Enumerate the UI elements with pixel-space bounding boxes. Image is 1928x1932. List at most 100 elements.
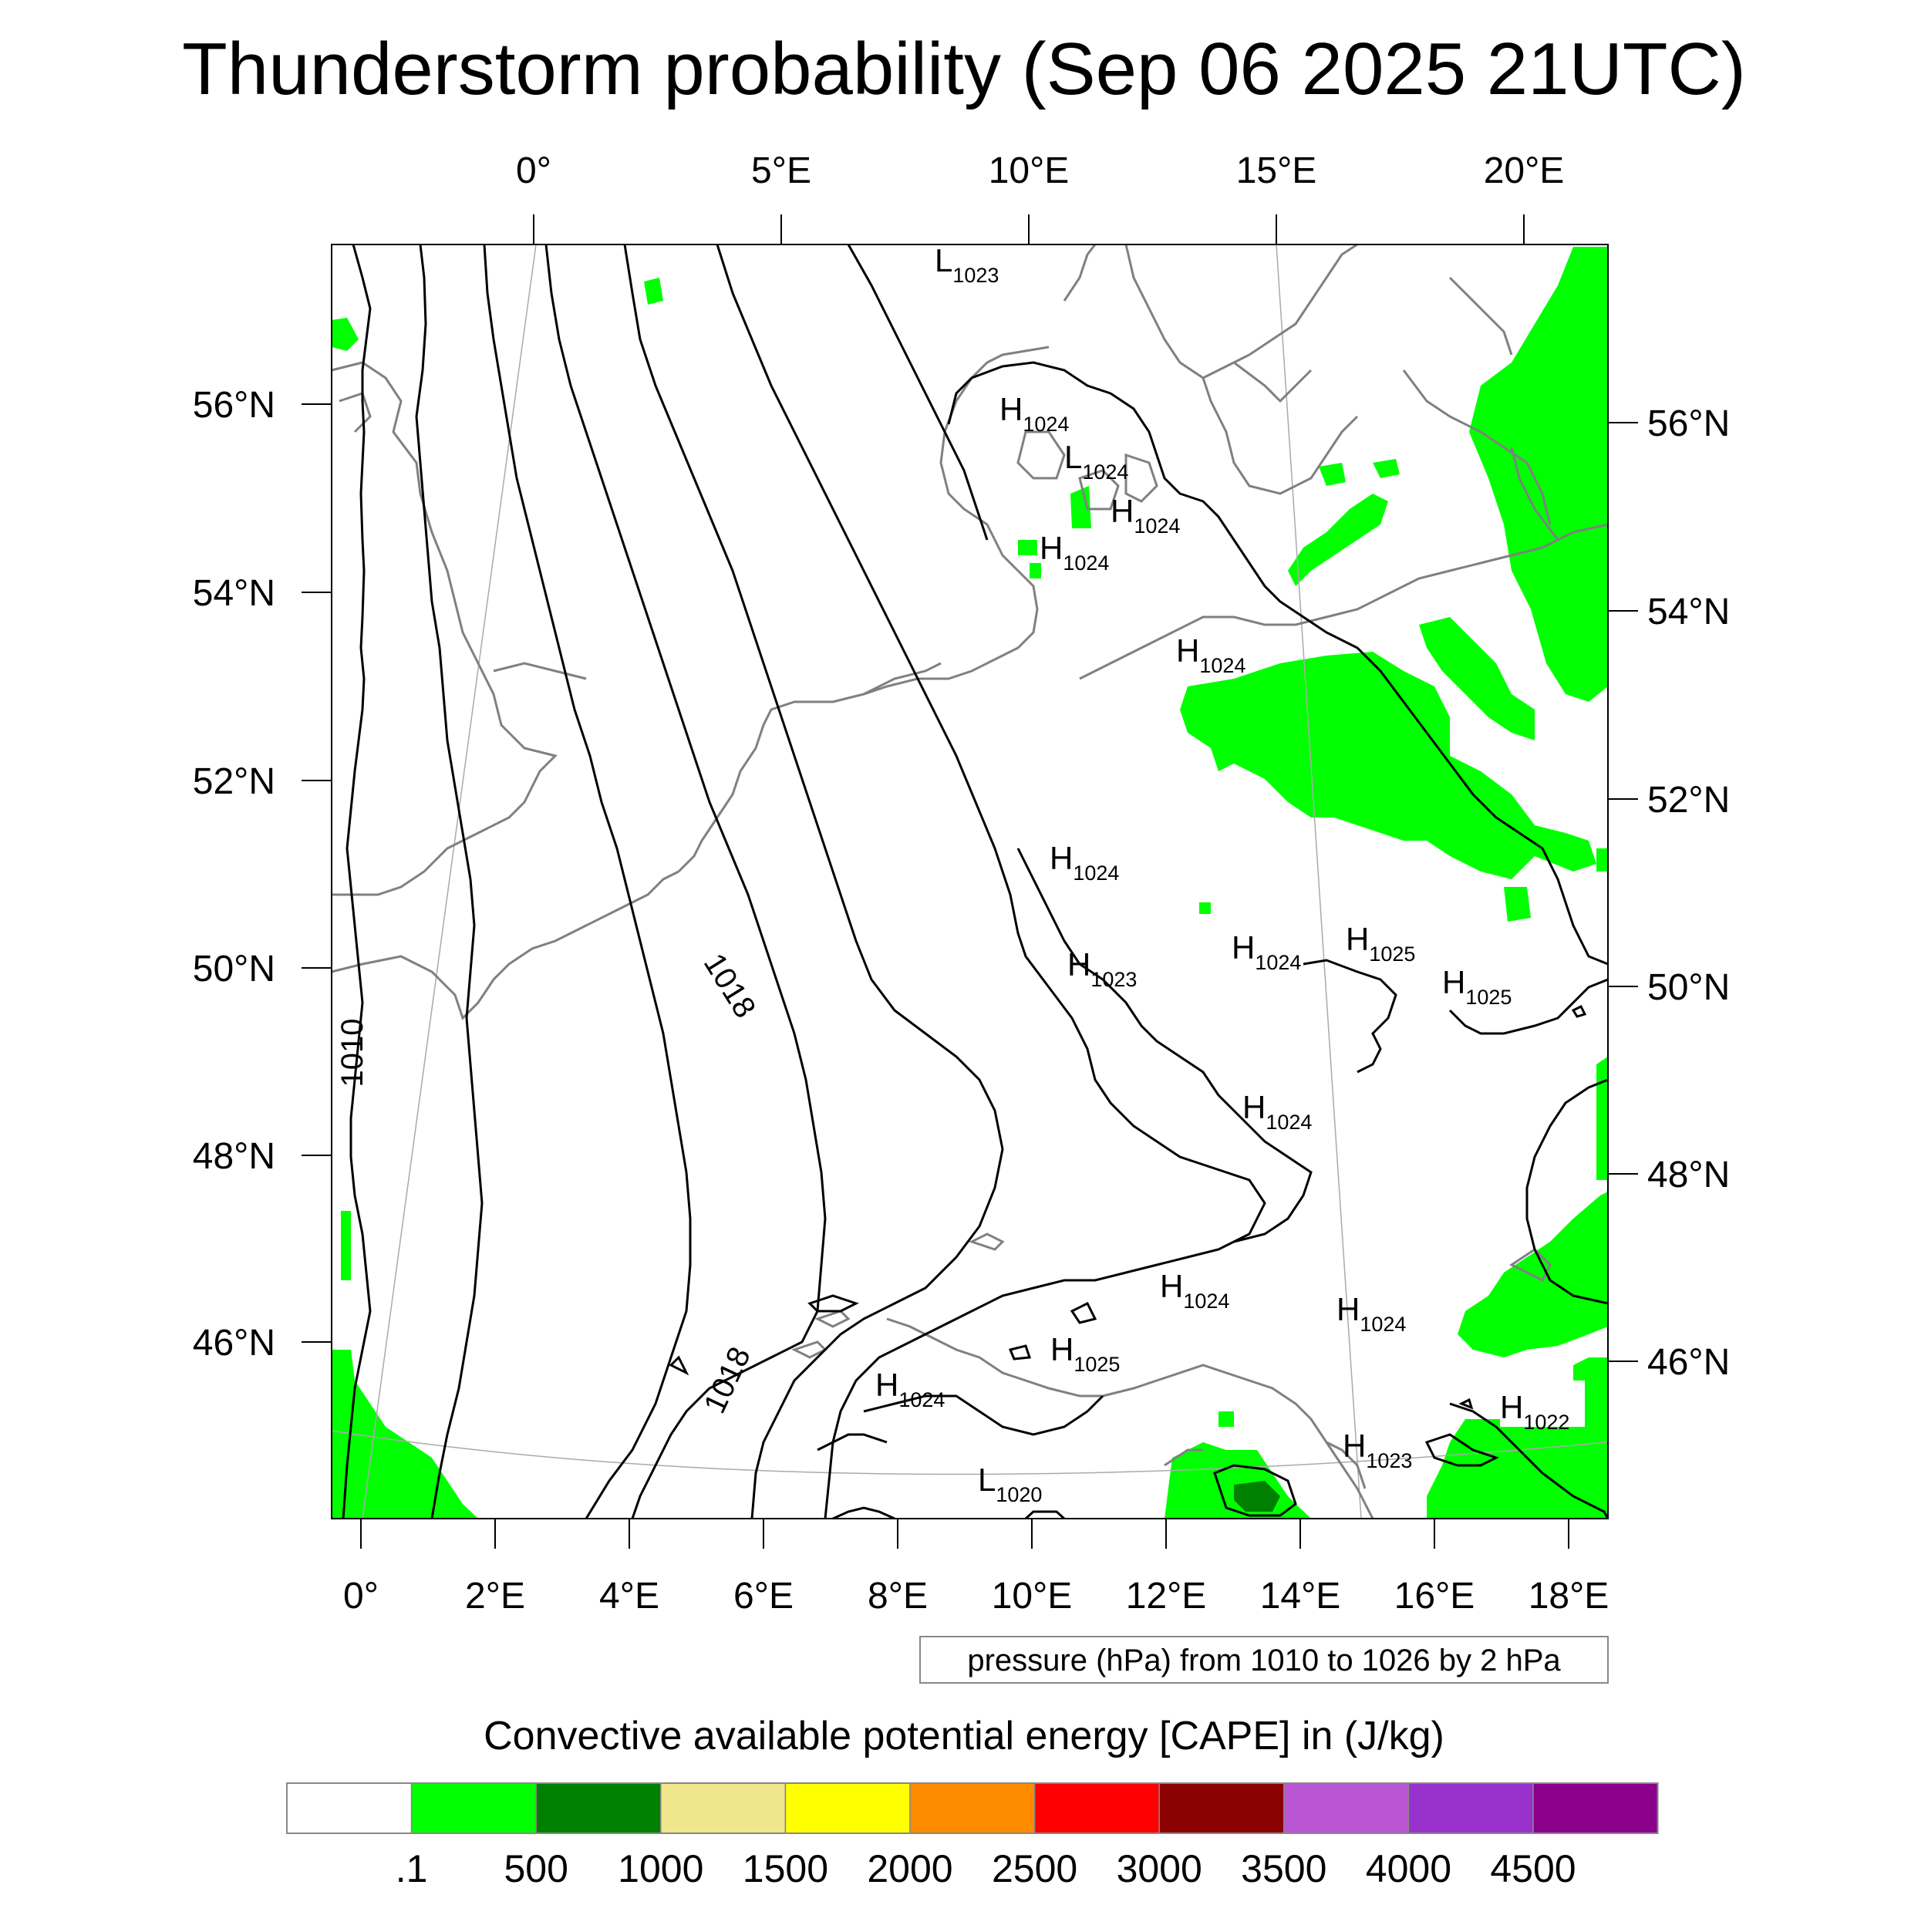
left-lat-label: 56°N <box>193 385 275 426</box>
top-lon-label: 5°E <box>751 150 811 191</box>
left-lat-label: 50°N <box>193 949 275 990</box>
pressure-center-low: L1020 <box>978 1462 1042 1506</box>
cape-area-poland-north <box>1419 617 1535 740</box>
pressure-center-high: H1025 <box>1050 1331 1120 1376</box>
cape-area-speck-1 <box>1199 902 1211 914</box>
pressure-center-high: H1024 <box>875 1367 945 1411</box>
cape-area-speck-3 <box>1596 848 1608 872</box>
colorbar-label: 4500 <box>1490 1847 1576 1890</box>
pressure-center-low: L1023 <box>935 242 999 287</box>
top-lon-label: 15°E <box>1236 150 1317 191</box>
contour-label-1010: 1010 <box>335 1019 369 1087</box>
colorbar-label: 1500 <box>743 1847 828 1890</box>
isobar-italy-loop <box>1213 1464 1297 1517</box>
isobar-alps-1 <box>807 1294 859 1313</box>
isobar-1016 <box>544 244 827 1519</box>
colorbar-frame <box>286 1782 1659 1834</box>
top-lon-label: 0° <box>516 150 551 191</box>
bottom-lon-label: 18°E <box>1529 1576 1609 1617</box>
isobar-czech <box>1448 978 1609 1035</box>
colorbar-swatch <box>286 1782 413 1834</box>
colorbar-label: 3500 <box>1241 1847 1326 1890</box>
cape-area-denmark-b <box>1018 540 1037 555</box>
cape-area-balkans <box>1427 1357 1608 1519</box>
cape-area-poland <box>1180 652 1596 879</box>
isobar-1010 <box>342 244 372 1519</box>
pressure-center-high: H1022 <box>1500 1389 1569 1434</box>
left-lat-label: 46°N <box>193 1323 275 1364</box>
colorbar-labels: .1 500 1000 1500 2000 2500 3000 3500 4000 4500 <box>396 1847 1576 1890</box>
pressure-center-high: H1024 <box>999 391 1069 436</box>
colorbar-swatch <box>410 1782 537 1834</box>
pressure-center-high: H1023 <box>1067 946 1137 991</box>
pressure-info-text: pressure (hPa) from 1010 to 1026 by 2 hP… <box>967 1644 1561 1677</box>
coastlines <box>331 243 1609 1519</box>
isobar-balkans-2 <box>1424 1433 1499 1467</box>
bottom-lon-label: 12°E <box>1126 1576 1207 1617</box>
colorbar <box>286 1782 1659 1834</box>
colorbar-label: 4000 <box>1366 1847 1451 1890</box>
cape-area-label-gap <box>1500 1381 1585 1427</box>
isobar-bottom <box>832 1506 895 1520</box>
cape-area-lithuania <box>1373 459 1400 478</box>
colorbar-swatch <box>784 1782 911 1834</box>
left-latitude-axis: 56°N 54°N 52°N 50°N 48°N 46°N <box>193 385 332 1364</box>
isobar-1014 <box>483 244 692 1519</box>
isobar-center-germany <box>1016 848 1313 1243</box>
top-longitude-axis: 0° 5°E 10°E 15°E 20°E <box>516 150 1564 244</box>
colorbar-swatch <box>1283 1782 1410 1834</box>
figure-title: Thunderstorm probability (Sep 06 2025 21… <box>182 28 1746 110</box>
isobar-east-loop <box>1571 1004 1587 1018</box>
bottom-lon-label: 2°E <box>465 1576 525 1617</box>
isobar-h1022 <box>1458 1398 1474 1410</box>
top-lon-label: 10°E <box>989 150 1070 191</box>
isobar-balkans <box>1449 1402 1609 1519</box>
pressure-center-low: L1024 <box>1064 439 1128 484</box>
top-lon-label: 20°E <box>1484 150 1565 191</box>
left-lat-label: 48°N <box>193 1136 275 1177</box>
bottom-longitude-axis: 0° 2°E 4°E 6°E 8°E 10°E 12°E 14°E 16°E 18°E <box>343 1519 1609 1617</box>
bottom-lon-label: 14°E <box>1260 1576 1341 1617</box>
colorbar-swatch <box>660 1782 787 1834</box>
colorbar-label: .1 <box>396 1847 428 1890</box>
pressure-center-high: H1024 <box>1160 1268 1229 1313</box>
pressure-center-high: H1024 <box>1111 493 1180 538</box>
map-frame <box>331 244 1609 1519</box>
colorbar-label: 2500 <box>992 1847 1077 1890</box>
right-lat-label: 54°N <box>1647 592 1730 632</box>
cape-area-baltic-east <box>1469 247 1608 702</box>
colorbar-label: 2000 <box>867 1847 952 1890</box>
graticule <box>331 244 1609 1519</box>
cape-area-dark <box>1234 1481 1280 1512</box>
cape-area-north-sea <box>644 278 663 305</box>
bottom-lon-label: 10°E <box>992 1576 1073 1617</box>
isobar-poland-loop <box>1303 959 1397 1074</box>
isobar-bottom-2 <box>1024 1510 1066 1520</box>
isobar-denmark <box>947 361 1111 425</box>
colorbar-swatch <box>1033 1782 1160 1834</box>
bottom-lon-label: 0° <box>343 1576 379 1617</box>
isobars <box>342 244 1609 1520</box>
cape-area-scotland <box>332 318 359 351</box>
pressure-center-high: H1024 <box>1176 632 1245 677</box>
colorbar-swatch <box>535 1782 662 1834</box>
isobar-1024-east <box>1110 392 1609 966</box>
colorbar-swatch <box>1158 1782 1285 1834</box>
pressure-center-high: H1024 <box>1336 1291 1406 1336</box>
right-lat-label: 52°N <box>1647 780 1730 821</box>
bottom-lon-label: 4°E <box>599 1576 659 1617</box>
pressure-center-high: H1024 <box>1040 530 1109 575</box>
cape-area-denmark-c <box>1030 563 1041 578</box>
right-lat-label: 56°N <box>1647 403 1730 444</box>
cape-shading <box>332 247 1608 1519</box>
left-lat-label: 52°N <box>193 761 275 802</box>
isobar-alps-south <box>863 1394 1104 1436</box>
left-lat-label: 54°N <box>193 573 275 614</box>
pressure-center-high: H1023 <box>1343 1428 1412 1472</box>
colorbar-swatch <box>1532 1782 1659 1834</box>
pressure-center-high: H1025 <box>1346 921 1415 966</box>
cape-area-baltic-streak <box>1288 494 1388 586</box>
pressure-centers: L1023H1024L1024H1024H1024H1024H1024H1023… <box>875 242 1569 1506</box>
bottom-lon-label: 16°E <box>1394 1576 1475 1617</box>
